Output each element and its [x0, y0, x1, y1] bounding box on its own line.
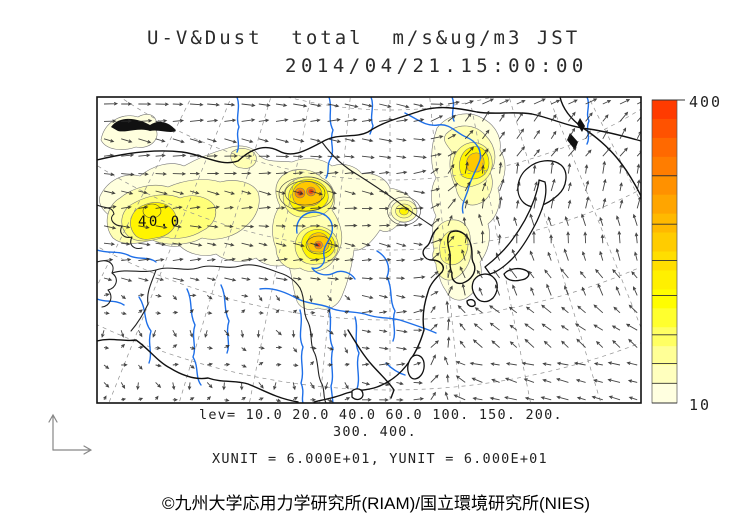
hainan	[351, 388, 364, 401]
dust-contour-fills	[99, 113, 506, 310]
lake-balkhash	[111, 118, 176, 132]
rivers	[97, 97, 590, 403]
small-island	[577, 118, 585, 132]
korea-coast	[446, 230, 476, 285]
contour-levels-line2: 300. 400.	[333, 424, 417, 440]
wind-vectors	[101, 98, 641, 403]
figure-title: U-V&Dust total m/s&ug/m3 JST	[147, 27, 581, 49]
contour-value-label: 40.0	[138, 214, 182, 230]
axis-arrows-icon	[48, 413, 93, 455]
colorbar-max-label: 400	[689, 93, 723, 111]
colorbar-min-label: 10	[689, 396, 712, 414]
contour-levels-line1: lev= 10.0 20.0 40.0 60.0 100. 150. 200.	[199, 407, 563, 423]
kyushu	[471, 273, 498, 303]
colorbar	[651, 99, 685, 404]
taiwan	[407, 354, 425, 380]
map-frame	[96, 96, 642, 404]
map-plot-area	[97, 97, 641, 403]
figure-timestamp: 2014/04/21.15:00:00	[285, 55, 588, 77]
coastlines	[97, 97, 641, 403]
credit-text: ©九州大学応用力学研究所(RIAM)/国立環境研究所(NIES)	[161, 494, 591, 513]
unit-scaling-text: XUNIT = 6.000E+01, YUNIT = 6.000E+01	[212, 451, 548, 467]
shikoku	[503, 267, 530, 282]
